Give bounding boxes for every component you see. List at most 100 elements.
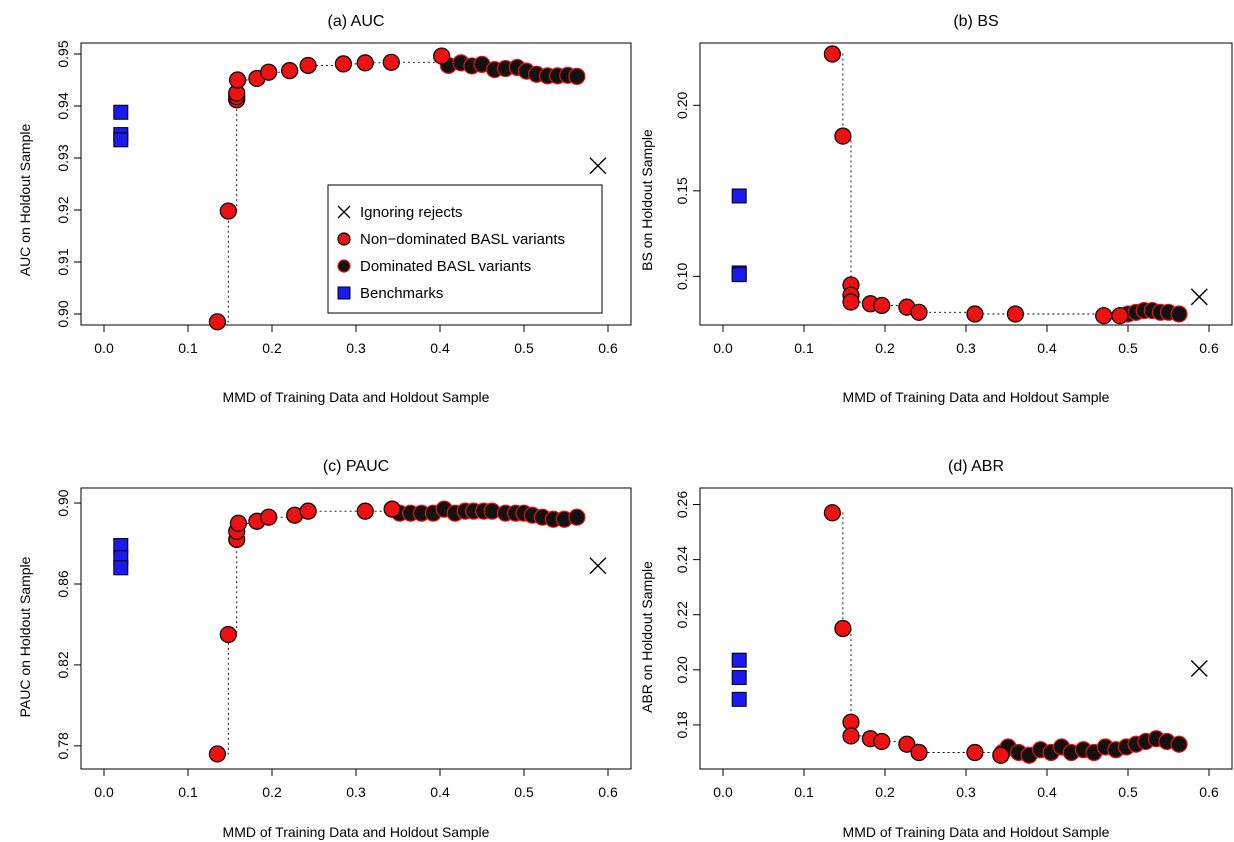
benchmark-point [731,691,747,707]
non-dominated-point [433,47,451,65]
panel-pauc: (c) PAUC MMD of Training Data and Holdou… [17,458,632,840]
non-dominated-point [910,303,928,321]
non-dominated-point [260,508,278,526]
y-axis-label: PAUC on Holdout Sample [17,556,33,717]
panel-title: (c) PAUC [323,458,389,475]
legend-item-label: Dominated BASL variants [360,258,531,275]
x-tick-label: 0.0 [94,340,114,356]
non-dominated-point [898,735,916,753]
x-tick-label: 0.2 [875,340,895,356]
non-dominated-point [229,514,247,532]
non-dominated-point [1006,305,1025,323]
y-tick-label: 0.93 [55,144,71,171]
x-tick-label: 0.4 [430,340,450,356]
benchmark-point [113,560,129,576]
non-dominated-point [842,293,860,311]
panel-auc: (a) AUC MMD of Training Data and Holdout… [17,13,632,405]
x-tick-label: 0.5 [1118,784,1138,800]
x-axis-label: MMD of Training Data and Holdout Sample [223,389,490,405]
legend-item-label: Ignoring rejects [360,204,463,221]
x-tick-label: 0.4 [1037,340,1057,356]
frontier-step-line [832,53,1120,317]
x-tick-label: 0.3 [956,340,976,356]
legend-item-label: Benchmarks [360,285,443,302]
panel-abr: (d) ABR MMD of Training Data and Holdout… [639,458,1233,840]
ignoring-rejects-point [1190,659,1208,677]
non-dominated-point [219,625,237,644]
y-axis-label: ABR on Holdout Sample [639,561,655,713]
dominated-point [1170,735,1188,753]
x-tick-label: 0.4 [430,784,450,800]
non-dominated-point [823,45,841,63]
non-dominated-point [260,63,278,81]
plot-frame [699,487,1233,770]
non-dominated-point [823,504,841,522]
ignoring-rejects-point [589,157,607,175]
panel-title: (a) AUC [328,13,385,30]
y-tick-label: 0.20 [674,91,690,118]
x-tick-label: 0.3 [956,784,976,800]
legend-dark-circle-icon [337,259,351,273]
dominated-point [1170,305,1188,323]
dominated-point [568,67,586,85]
plot-frame [80,487,632,770]
plot-frame [699,42,1233,326]
y-tick-label: 0.78 [55,732,71,759]
x-tick-label: 0.2 [262,340,282,356]
y-axis-label: BS on Holdout Sample [639,129,655,271]
frontier-step-line [217,509,393,755]
non-dominated-point [334,55,352,73]
x-tick-label: 0.0 [94,784,114,800]
non-dominated-point [208,313,226,331]
y-tick-label: 0.86 [55,570,71,597]
non-dominated-point [966,743,984,762]
x-tick-label: 0.5 [1118,340,1138,356]
legend-red-circle-icon [337,232,351,246]
x-tick-label: 0.3 [346,340,366,356]
non-dominated-point [356,502,374,520]
non-dominated-point [228,71,247,89]
y-tick-label: 0.20 [674,656,690,683]
benchmark-point [731,188,747,204]
y-tick-label: 0.91 [55,248,71,275]
benchmark-point [113,132,129,148]
legend: Ignoring rejects Non−dominated BASL varia… [327,184,603,314]
non-dominated-point [299,502,317,520]
panel-title: (d) ABR [948,458,1004,475]
legend-blue-square-icon [337,286,351,300]
non-dominated-point [356,54,374,72]
x-tick-label: 0.1 [178,784,198,800]
non-dominated-point [992,746,1010,764]
non-dominated-point [910,743,928,762]
non-dominated-point [281,62,299,80]
non-dominated-point [299,56,317,75]
y-axis-label: AUC on Holdout Sample [17,124,33,277]
x-tick-label: 0.5 [514,784,534,800]
ignoring-rejects-point [589,557,607,575]
x-tick-label: 0.6 [1199,784,1219,800]
x-axis-label: MMD of Training Data and Holdout Sample [223,824,490,840]
x-tick-label: 0.0 [713,784,733,800]
x-tick-label: 0.2 [875,784,895,800]
non-dominated-point [219,202,237,220]
non-dominated-point [842,727,860,745]
x-tick-label: 0.5 [514,340,534,356]
non-dominated-point [966,305,984,323]
panel-title: (b) BS [953,13,998,30]
non-dominated-point [383,500,401,518]
x-tick-label: 0.3 [346,784,366,800]
legend-cross-icon [337,205,351,219]
y-tick-label: 0.26 [674,491,690,518]
non-dominated-point [208,745,226,763]
non-dominated-point [873,732,891,751]
non-dominated-point [873,296,891,315]
y-tick-label: 0.15 [674,177,690,204]
x-tick-label: 0.6 [598,340,618,356]
x-tick-label: 0.1 [178,340,198,356]
y-tick-label: 0.10 [674,263,690,290]
benchmark-point [731,652,747,668]
x-tick-label: 0.4 [1037,784,1057,800]
y-tick-label: 0.82 [55,651,71,678]
non-dominated-point [834,619,852,638]
